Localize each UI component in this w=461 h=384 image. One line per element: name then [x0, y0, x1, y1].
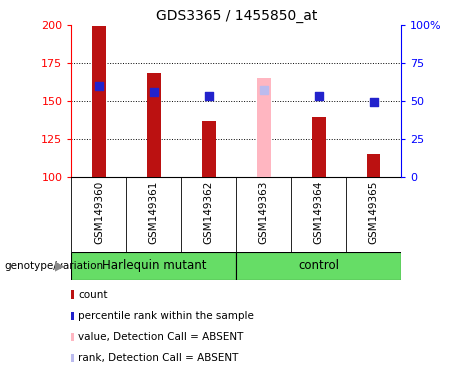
Bar: [367, 154, 380, 177]
Text: value, Detection Call = ABSENT: value, Detection Call = ABSENT: [78, 332, 243, 342]
Title: GDS3365 / 1455850_at: GDS3365 / 1455850_at: [155, 8, 317, 23]
Point: [315, 93, 322, 99]
Text: GSM149364: GSM149364: [313, 180, 324, 244]
Bar: [92, 26, 106, 177]
Text: GSM149362: GSM149362: [204, 180, 214, 244]
Point: [95, 83, 103, 89]
Text: GSM149361: GSM149361: [149, 180, 159, 244]
Text: count: count: [78, 290, 107, 300]
Text: GSM149360: GSM149360: [94, 180, 104, 243]
Bar: [147, 73, 161, 177]
Text: control: control: [298, 260, 339, 272]
Text: rank, Detection Call = ABSENT: rank, Detection Call = ABSENT: [78, 353, 238, 363]
Text: genotype/variation: genotype/variation: [5, 261, 104, 271]
Bar: [312, 118, 325, 177]
Bar: [202, 121, 216, 177]
FancyBboxPatch shape: [236, 252, 401, 280]
Text: Harlequin mutant: Harlequin mutant: [101, 260, 206, 272]
FancyBboxPatch shape: [71, 252, 236, 280]
Text: ▶: ▶: [55, 260, 65, 272]
Text: percentile rank within the sample: percentile rank within the sample: [78, 311, 254, 321]
Point: [370, 99, 377, 105]
Text: GSM149363: GSM149363: [259, 180, 269, 244]
Point: [205, 93, 213, 99]
Text: GSM149365: GSM149365: [369, 180, 378, 244]
Point: [260, 87, 267, 93]
Point: [150, 89, 158, 95]
Bar: [257, 78, 271, 177]
